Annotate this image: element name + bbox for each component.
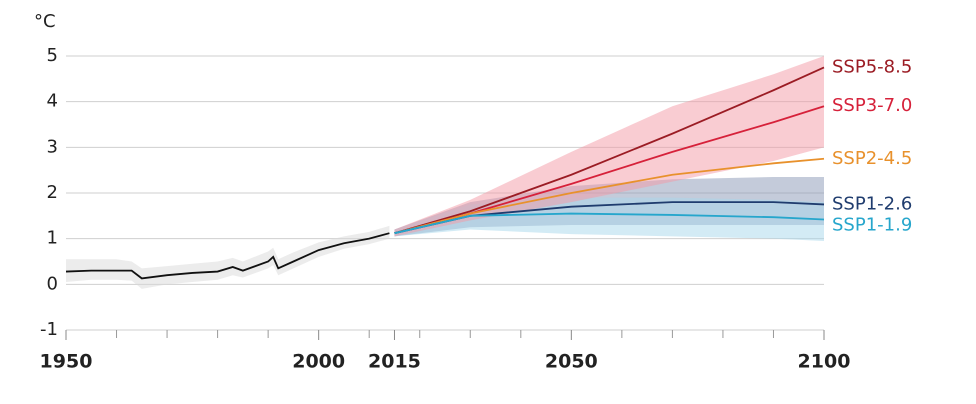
y-tick-label: -1 (40, 319, 58, 340)
series-label: SSP3-7.0 (832, 95, 912, 116)
y-tick-label: 0 (47, 273, 58, 294)
y-tick-label: 4 (47, 91, 58, 112)
y-tick-label: 1 (47, 228, 58, 249)
series-label: SSP1-2.6 (832, 193, 912, 214)
y-unit-label: °C (34, 11, 56, 32)
x-tick-label: 1950 (40, 351, 93, 373)
x-tick-label: 2000 (292, 351, 345, 373)
uncertainty-band (394, 56, 824, 237)
y-tick-label: 5 (47, 45, 58, 66)
scenario-line (394, 157, 825, 235)
x-tick-label: 2015 (368, 351, 421, 373)
scenario-line (394, 66, 825, 235)
y-tick-label: 3 (47, 136, 58, 157)
series-label: SSP2-4.5 (832, 148, 912, 169)
x-tick-label: 2050 (545, 351, 598, 373)
historical-line (65, 232, 390, 280)
x-tick-label: 2100 (798, 351, 851, 373)
series-label: SSP1-1.9 (832, 214, 912, 235)
scenario-line (394, 212, 825, 235)
y-tick-label: 2 (47, 182, 58, 203)
historical-band (66, 225, 390, 289)
series-label: SSP5-8.5 (832, 56, 912, 77)
